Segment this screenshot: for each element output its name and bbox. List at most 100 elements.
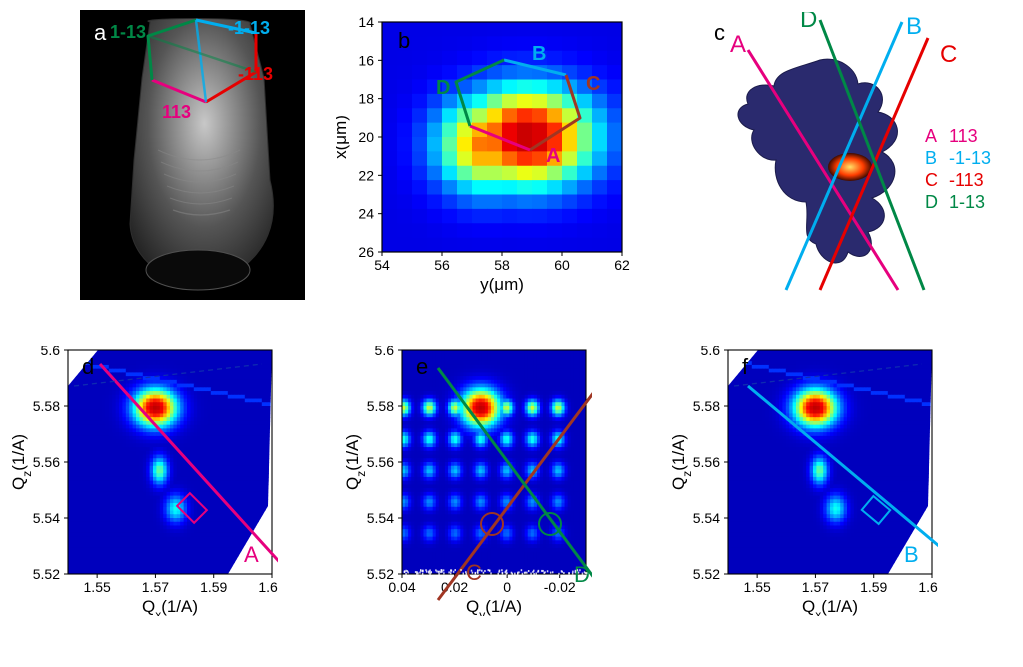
- noise-dot: [518, 571, 520, 573]
- noise-dot: [552, 571, 554, 573]
- tick: 58: [494, 257, 510, 273]
- facet-letter: B: [532, 43, 546, 65]
- axis-label-x: Qx(1/A): [142, 597, 198, 616]
- tick: 5.6: [375, 346, 395, 358]
- legend-letter: B: [925, 148, 937, 168]
- tick: 5.56: [33, 454, 60, 470]
- tick: 5.52: [693, 566, 720, 582]
- noise-dot: [404, 570, 406, 572]
- tick: 24: [358, 206, 374, 222]
- tick: 1.59: [860, 579, 887, 595]
- panel-c-svg: DBACA113B-1-13C-113D1-13c: [700, 12, 995, 300]
- legend-label: 113: [949, 126, 978, 146]
- facet-letter: C: [586, 73, 600, 95]
- rsm-svg: 5.525.545.565.585.61.551.571.591.61Qz(1/…: [12, 346, 278, 616]
- tick: 16: [358, 52, 374, 68]
- facet-letter: D: [436, 77, 450, 99]
- legend-letter: A: [925, 126, 937, 146]
- noise-dot: [450, 572, 452, 574]
- noise-dot: [489, 570, 491, 572]
- noise-dot: [483, 572, 485, 574]
- tick: 1.61: [918, 579, 938, 595]
- noise-dot: [563, 572, 565, 574]
- panel-label-a: a: [94, 20, 107, 45]
- noise-dot: [405, 573, 407, 575]
- tick: 1.55: [744, 579, 771, 595]
- highlight-letter: C: [466, 560, 482, 585]
- facet-label: -1-13: [228, 18, 270, 38]
- noise-dot: [428, 572, 430, 574]
- noise-dot: [465, 571, 467, 573]
- tick: 5.6: [701, 346, 721, 358]
- facet-label: 1-13: [110, 22, 146, 42]
- noise-dot: [542, 570, 544, 572]
- noise-dot: [438, 573, 440, 575]
- noise-dot: [575, 570, 577, 572]
- noise-dot: [572, 572, 574, 574]
- axis-label-y: Qz(1/A): [12, 434, 34, 490]
- noise-dot: [463, 572, 465, 574]
- noise-dot: [453, 571, 455, 573]
- tick: 1.57: [142, 579, 169, 595]
- noise-dot: [530, 573, 532, 575]
- noise-dot: [484, 570, 486, 572]
- panel-c: DBACA113B-1-13C-113D1-13c: [700, 12, 995, 300]
- panel-label-d: d: [82, 354, 94, 379]
- noise-dot: [582, 573, 584, 575]
- highlight-letter: A: [244, 542, 259, 567]
- noise-dot: [475, 572, 477, 574]
- noise-dot: [578, 572, 580, 574]
- noise-dot: [533, 573, 535, 575]
- panel-label-f: f: [742, 354, 749, 379]
- noise-dot: [487, 569, 489, 571]
- noise-dot: [585, 572, 587, 574]
- axis-label-x: Qx(1/A): [802, 597, 858, 616]
- axis-label-x: y(μm): [480, 275, 524, 294]
- noise-dot: [577, 569, 579, 571]
- noise-dot: [535, 573, 537, 575]
- highlight-letter: B: [904, 542, 919, 567]
- noise-dot: [448, 571, 450, 573]
- tick: 14: [358, 16, 374, 30]
- legend-label: 1-13: [949, 192, 985, 212]
- panel-label-e: e: [416, 354, 428, 379]
- noise-dot: [497, 573, 499, 575]
- noise-dot: [477, 569, 479, 571]
- panel-d: 5.525.545.565.585.61.551.571.591.61Qz(1/…: [12, 346, 278, 616]
- legend-label: -113: [949, 170, 984, 190]
- tick: 0: [503, 579, 511, 595]
- noise-dot: [405, 570, 407, 572]
- panel-f: 5.525.545.565.585.61.551.571.591.61Qz(1/…: [672, 346, 938, 616]
- noise-dot: [472, 572, 474, 574]
- tick: 26: [358, 244, 374, 260]
- legend-letter: D: [925, 192, 938, 212]
- noise-dot: [506, 572, 508, 574]
- noise-dot: [543, 572, 545, 574]
- panel-b: 141618202224265456586062y(μm)x(μm)BCDAb: [336, 16, 646, 296]
- noise-dot: [416, 573, 418, 575]
- tick: 60: [554, 257, 570, 273]
- facet-label: 113: [162, 102, 191, 122]
- direction-letter: D: [800, 12, 817, 33]
- tick: 5.54: [33, 510, 60, 526]
- noise-dot: [450, 569, 452, 571]
- tick: 62: [614, 257, 630, 273]
- tick: 5.58: [367, 398, 394, 414]
- tick: 0.04: [388, 579, 415, 595]
- tick: 5.54: [367, 510, 394, 526]
- direction-letter: B: [906, 13, 922, 40]
- noise-dot: [419, 572, 421, 574]
- axis-label-x: Qy(1/A): [466, 597, 522, 616]
- noise-dot: [512, 573, 514, 575]
- panel-e: 5.525.545.565.585.60.040.020-0.02Qz(1/A)…: [346, 346, 592, 616]
- tick: 5.58: [693, 398, 720, 414]
- noise-dot: [477, 572, 479, 574]
- tick: 1.59: [200, 579, 227, 595]
- noise-dot: [561, 571, 563, 573]
- noise-dot: [537, 571, 539, 573]
- noise-dot: [460, 569, 462, 571]
- axis-label-y: Qz(1/A): [346, 434, 368, 490]
- noise-dot: [572, 571, 574, 573]
- noise-dot: [501, 569, 503, 571]
- tick: 1.61: [258, 579, 278, 595]
